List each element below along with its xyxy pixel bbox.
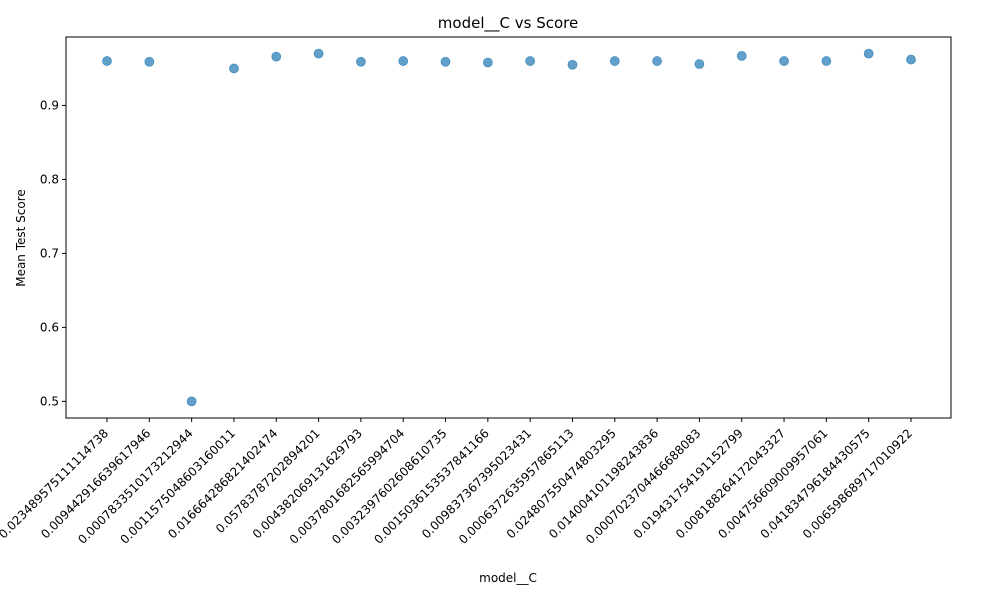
data-point xyxy=(906,54,916,65)
y-axis-label: Mean Test Score xyxy=(14,189,28,287)
y-tick-label: 0.7 xyxy=(40,246,59,260)
data-point xyxy=(736,50,747,61)
data-point xyxy=(863,48,874,59)
data-point xyxy=(186,396,197,407)
data-point xyxy=(440,56,451,67)
data-point xyxy=(229,63,239,74)
data-point xyxy=(355,56,366,67)
data-point xyxy=(779,56,789,66)
y-tick-label: 0.6 xyxy=(40,320,59,334)
data-point xyxy=(144,56,155,67)
data-point xyxy=(609,56,620,66)
y-tick-label: 0.9 xyxy=(40,98,59,112)
data-point xyxy=(102,56,112,66)
chart-title: model__C vs Score xyxy=(438,14,578,33)
data-point xyxy=(694,59,705,69)
x-axis-ticks: 0.0234895751111147380.009442916639617946… xyxy=(0,418,915,547)
data-point xyxy=(482,57,493,68)
x-axis-label: model__C xyxy=(479,571,537,585)
data-point xyxy=(821,56,832,66)
y-tick-label: 0.8 xyxy=(40,172,59,186)
data-point xyxy=(567,59,578,70)
y-tick-label: 0.5 xyxy=(40,394,59,408)
data-point xyxy=(398,56,409,66)
data-point xyxy=(525,56,536,66)
data-point xyxy=(313,48,324,59)
data-point xyxy=(271,51,282,62)
data-point xyxy=(652,56,663,66)
plot-frame xyxy=(65,36,952,419)
data-points xyxy=(102,48,916,407)
y-axis-ticks: 0.5 0.6 0.7 0.8 0.9 xyxy=(40,98,66,408)
